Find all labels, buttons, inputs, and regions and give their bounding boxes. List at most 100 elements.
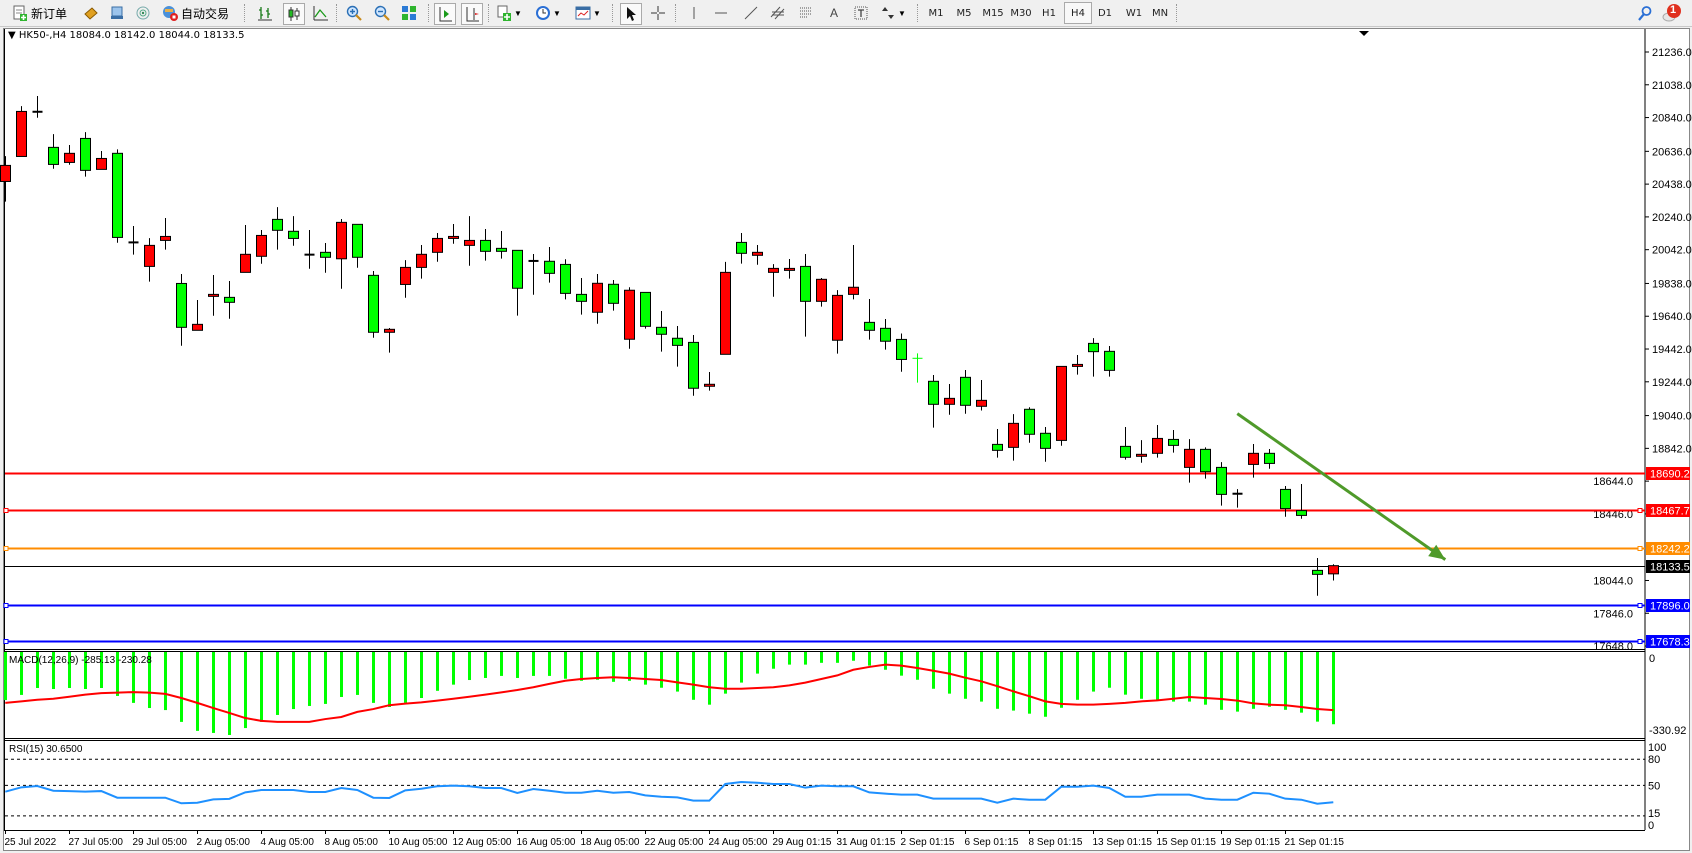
macd-histogram-bar [100,652,103,688]
indicators-button[interactable]: ▼ [496,3,522,23]
new-order-button[interactable]: 新订单 [12,3,67,23]
tile-windows-button[interactable] [400,3,418,23]
candle [1328,564,1339,581]
macd-histogram-bar [612,652,615,682]
macd-histogram-bar [772,652,775,669]
candle [160,218,171,250]
crosshair-button[interactable] [649,3,667,23]
candle [96,151,107,170]
chevron-down-icon[interactable]: ▼ [553,8,561,18]
toolbar-separator [612,4,615,22]
macd-histogram-bar [1028,652,1031,714]
templates-button[interactable]: ▼ [575,3,601,23]
candle-body [400,266,411,285]
auto-scroll-button[interactable] [434,3,456,25]
macd-histogram-bar [916,652,919,680]
timeframe-h1[interactable]: H1 [1042,7,1056,19]
chevron-down-icon[interactable]: ▼ [514,8,522,18]
text-label-button[interactable] [853,3,869,23]
arrows-icon [880,5,896,21]
navigator-button[interactable] [108,3,126,23]
cursor-button[interactable] [620,3,642,25]
line-marker-icon [3,546,9,551]
vertical-line-button[interactable] [686,3,702,23]
macd-histogram-bar [996,652,999,709]
macd-histogram-bar [68,652,71,688]
line-marker-icon [1637,603,1643,608]
zoom-in-button[interactable] [345,3,363,23]
price-tick-label: 18842.0 [1652,443,1692,455]
candle-body [240,253,251,273]
collapse-triangle-icon[interactable]: ▼ [8,30,19,41]
chart-symbol-info: ▼ HK50-,H4 18084.0 18142.0 18044.0 18133… [8,30,244,41]
timeframe-w1[interactable]: W1 [1125,7,1143,19]
timeframe-m5[interactable]: M5 [956,7,972,19]
candle [896,333,907,372]
notifications-button[interactable]: 1 [1660,3,1684,23]
arrows-button[interactable]: ▼ [880,3,906,23]
macd-histogram-bar [1268,652,1271,707]
line-chart-button[interactable] [312,3,330,23]
macd-histogram-bar [1108,652,1111,688]
periods-button[interactable]: ▼ [535,3,561,23]
chevron-down-icon[interactable]: ▼ [898,8,906,18]
candle [80,132,91,177]
candle-body [576,293,587,302]
candle-body [976,399,987,407]
candle [800,253,811,337]
trendline-button[interactable] [743,3,759,23]
candle-body [208,293,219,297]
macd-histogram-bar [532,652,535,676]
macd-histogram-bar [788,652,791,665]
signals-button[interactable] [134,3,152,23]
notification-count: 1 [1670,4,1677,16]
time-label: 6 Sep 01:15 [965,837,1019,848]
price-label: 17678.3 [1650,637,1690,649]
auto-trading-button[interactable]: 自动交易 [162,3,229,23]
search-button[interactable] [1636,3,1654,23]
price-label-box [1646,467,1690,480]
equidistant-channel-button[interactable] [770,3,786,23]
chevron-down-icon[interactable]: ▼ [593,8,601,18]
toolbar-separator [675,4,678,22]
candle [928,375,939,428]
horizontal-line-button[interactable] [713,3,729,23]
market-watch-button[interactable] [82,3,100,23]
candle [1200,447,1211,479]
candle-body [1280,488,1291,510]
line-marker-icon [1637,546,1643,551]
candle [1248,444,1259,478]
candle [496,230,507,259]
timeframe-m30[interactable]: M30 [1010,7,1032,19]
price-label-box [1646,599,1690,612]
timeframe-m1[interactable]: M1 [928,7,944,19]
timeframe-m15[interactable]: M15 [982,7,1004,19]
candle [320,243,331,273]
fibonacci-button[interactable] [798,3,814,23]
text-icon: A [829,6,838,20]
zoom-out-button[interactable] [373,3,391,23]
price-tick-label: 19040.0 [1652,411,1692,423]
macd-histogram-bar [148,652,151,709]
bar-chart-button[interactable] [256,3,274,23]
trendline-icon [743,5,759,21]
time-label: 8 Sep 01:15 [1029,837,1083,848]
chart-shift-button[interactable] [461,3,483,25]
time-label: 18 Aug 05:00 [581,837,640,848]
macd-scale-top: 0 [1649,653,1655,665]
rsi-scale-label: 50 [1648,780,1660,792]
candle [144,238,155,282]
rsi-line [5,780,1334,805]
candle [224,280,235,319]
timeframe-mn[interactable]: MN [1151,7,1169,19]
line-marker-icon [1637,508,1643,513]
timeframe-d1[interactable]: D1 [1097,7,1113,19]
chart-window[interactable] [3,28,1690,851]
macd-histogram-bar [356,652,359,695]
macd-histogram-bar [388,652,391,707]
text-tool-button[interactable]: A [826,3,842,23]
timeframe-h4[interactable]: H4 [1064,2,1092,24]
candlestick-button[interactable] [283,3,305,25]
candle-body [1184,448,1195,468]
